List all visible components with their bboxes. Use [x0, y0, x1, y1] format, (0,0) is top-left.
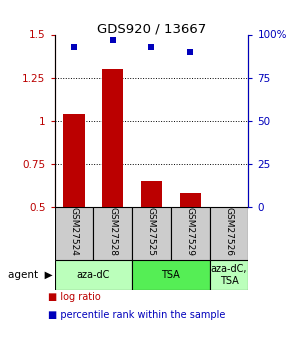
Bar [55, 207, 93, 260]
Text: ■ log ratio: ■ log ratio [48, 292, 101, 302]
Text: GSM27524: GSM27524 [69, 207, 78, 256]
Bar [210, 207, 248, 260]
Bar [63, 114, 85, 207]
Bar [93, 207, 132, 260]
Text: TSA: TSA [161, 270, 180, 280]
Bar [55, 260, 132, 290]
Text: GSM27528: GSM27528 [108, 207, 117, 256]
Text: agent  ▶: agent ▶ [8, 270, 52, 280]
Bar [180, 193, 201, 207]
Bar [132, 207, 171, 260]
Text: GSM27526: GSM27526 [225, 207, 234, 256]
Text: ■ percentile rank within the sample: ■ percentile rank within the sample [48, 310, 226, 321]
Text: aza-dC: aza-dC [77, 270, 110, 280]
Text: GDS920 / 13667: GDS920 / 13667 [97, 22, 206, 36]
Text: aza-dC,
TSA: aza-dC, TSA [211, 264, 247, 286]
Bar [171, 207, 210, 260]
Bar [132, 260, 210, 290]
Text: GSM27529: GSM27529 [186, 207, 195, 256]
Text: GSM27525: GSM27525 [147, 207, 156, 256]
Bar [102, 69, 123, 207]
Bar [141, 181, 162, 207]
Bar [210, 260, 248, 290]
